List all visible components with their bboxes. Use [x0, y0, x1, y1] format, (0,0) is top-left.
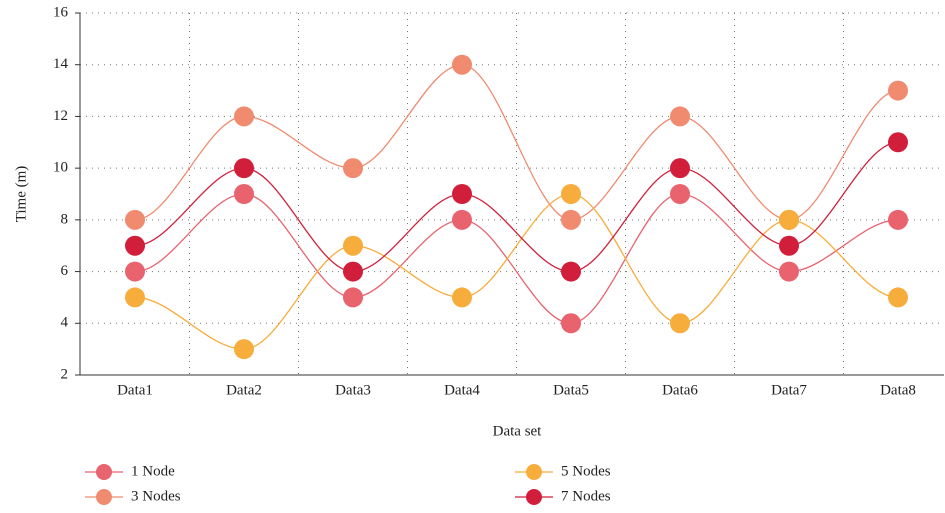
point	[234, 339, 254, 360]
y-tick-label: 16	[53, 4, 69, 20]
y-tick-label: 10	[53, 160, 68, 176]
x-tick-label: Data3	[335, 382, 371, 398]
point	[561, 261, 581, 282]
point	[888, 132, 908, 153]
point	[234, 106, 254, 127]
point	[779, 261, 799, 282]
point	[888, 80, 908, 101]
point	[888, 209, 908, 230]
point	[125, 287, 145, 308]
point	[452, 184, 472, 204]
x-tick-label: Data8	[880, 382, 916, 398]
point	[670, 313, 690, 334]
point	[561, 209, 581, 230]
point	[561, 313, 581, 334]
y-tick-label: 14	[53, 56, 69, 72]
point	[888, 287, 908, 308]
point	[343, 235, 363, 256]
point	[125, 235, 145, 256]
point	[779, 235, 799, 256]
point	[343, 287, 363, 308]
point	[343, 261, 363, 282]
x-axis-label: Data set	[493, 423, 543, 439]
legend-marker	[526, 489, 542, 505]
legend-label: 3 Nodes	[131, 488, 181, 504]
x-tick-label: Data7	[771, 382, 807, 398]
legend-label: 7 Nodes	[561, 488, 611, 504]
point	[452, 209, 472, 230]
x-tick-label: Data4	[444, 382, 480, 398]
y-tick-label: 6	[61, 263, 69, 279]
legend-marker	[96, 464, 112, 480]
point	[779, 209, 799, 230]
x-tick-label: Data5	[553, 382, 589, 398]
y-tick-label: 4	[61, 315, 69, 331]
point	[670, 184, 690, 204]
x-tick-label: Data2	[226, 382, 262, 398]
x-tick-label: Data1	[117, 382, 153, 398]
series-line	[134, 193, 899, 350]
y-axis-label: Time (m)	[13, 166, 29, 223]
point	[125, 209, 145, 230]
legend-marker	[526, 464, 542, 480]
legend-label: 5 Nodes	[561, 463, 611, 479]
y-tick-label: 12	[53, 108, 68, 124]
legend-label: 1 Node	[131, 463, 175, 479]
point	[234, 184, 254, 204]
legend-marker	[96, 489, 112, 505]
point	[670, 106, 690, 127]
point	[234, 158, 254, 179]
point	[561, 184, 581, 204]
point	[452, 54, 472, 75]
y-tick-label: 8	[61, 211, 69, 227]
point	[343, 158, 363, 179]
point	[670, 158, 690, 179]
point	[125, 261, 145, 282]
series-line	[134, 193, 899, 324]
x-tick-label: Data6	[662, 382, 698, 398]
y-tick-label: 2	[61, 366, 69, 382]
point	[452, 287, 472, 308]
